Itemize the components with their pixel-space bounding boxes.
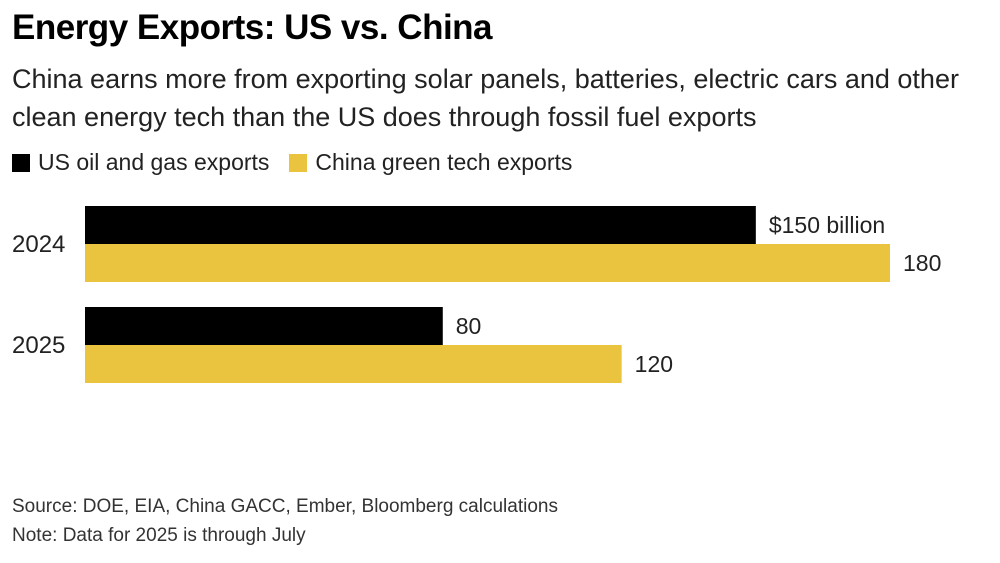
legend-swatch-us xyxy=(12,153,30,172)
bar-china-2025 xyxy=(85,345,622,383)
bar-us-2025 xyxy=(85,307,443,345)
chart-legend: US oil and gas exports China green tech … xyxy=(12,149,592,176)
legend-item-us: US oil and gas exports xyxy=(12,149,269,176)
data-label-us-2024: $150 billion xyxy=(769,212,885,238)
chart-footer: Source: DOE, EIA, China GACC, Ember, Blo… xyxy=(12,492,558,550)
bar-us-2024 xyxy=(85,206,756,244)
bar-chart: 2024 $150 billion 180 2025 80 120 xyxy=(12,206,941,383)
data-label-china-2024: 180 xyxy=(903,250,941,276)
chart-title: Energy Exports: US vs. China xyxy=(12,8,493,47)
data-label-china-2025: 120 xyxy=(635,351,673,377)
legend-item-china: China green tech exports xyxy=(289,149,572,176)
legend-label-china: China green tech exports xyxy=(315,149,573,175)
data-label-us-2025: 80 xyxy=(456,313,482,339)
legend-label-us: US oil and gas exports xyxy=(38,149,270,175)
category-label-2024: 2024 xyxy=(12,231,65,258)
source-note: Source: DOE, EIA, China GACC, Ember, Blo… xyxy=(12,496,558,517)
data-note: Note: Data for 2025 is through July xyxy=(12,525,306,546)
bar-china-2024 xyxy=(85,244,890,282)
legend-swatch-china xyxy=(289,153,308,172)
category-label-2025: 2025 xyxy=(12,332,65,359)
chart-subtitle: China earns more from exporting solar pa… xyxy=(12,64,959,132)
